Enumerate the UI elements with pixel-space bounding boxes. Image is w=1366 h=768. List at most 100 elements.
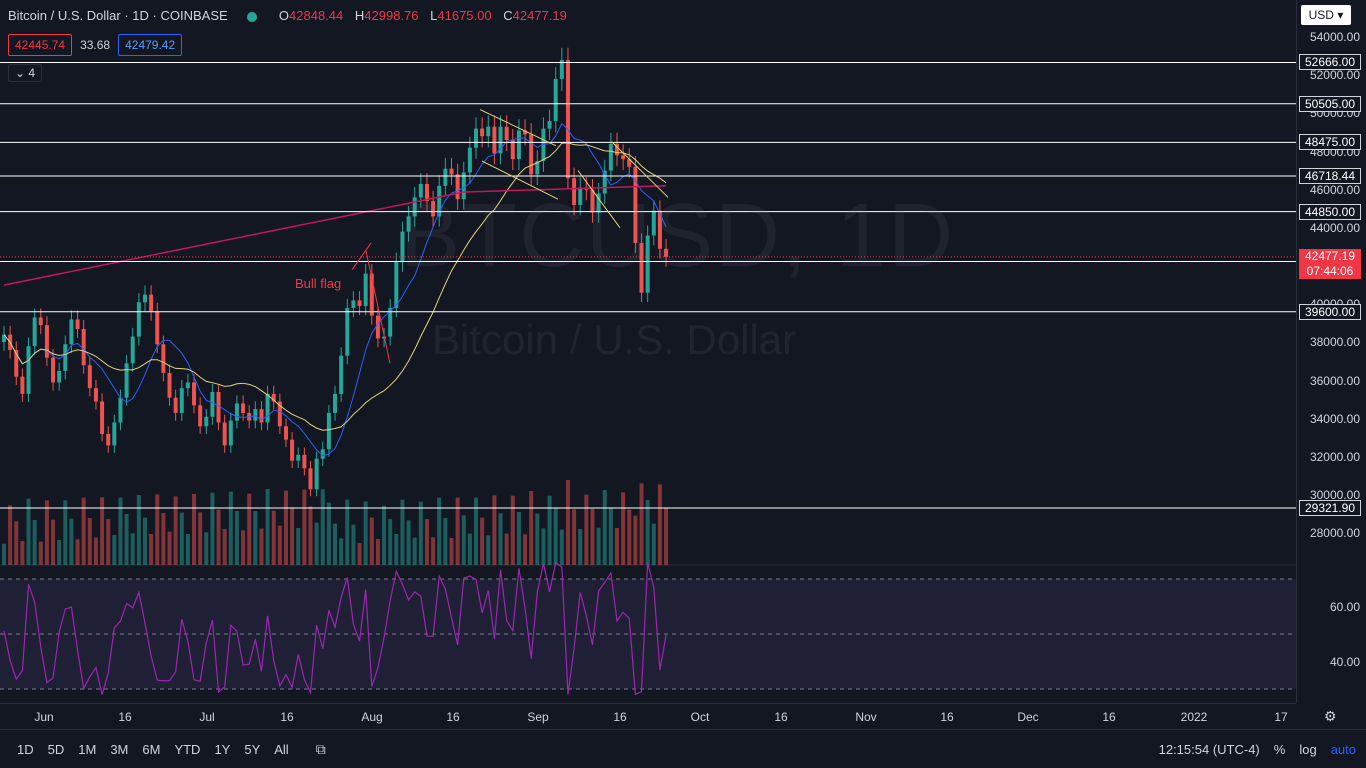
symbol-name[interactable]: Bitcoin / U.S. Dollar: [8, 8, 121, 23]
level-price-tag[interactable]: 52666.00: [1299, 54, 1361, 71]
current-price-tag[interactable]: 42477.19 07:44:06: [1299, 248, 1361, 279]
time-label: Jul: [199, 710, 215, 724]
volume-bar: [118, 497, 123, 565]
level-price-tag[interactable]: 48475.00: [1299, 134, 1361, 151]
price-scale[interactable]: USD ▾ 54000.00 52000.00 50000.00 48000.00 46…: [1296, 0, 1366, 703]
volume-bar: [608, 507, 613, 565]
candle-body: [474, 128, 479, 148]
level-price-tag[interactable]: 44850.00: [1299, 203, 1361, 220]
price-tick: 52000.00: [1309, 68, 1360, 83]
clock-timezone[interactable]: 12:15:54 (UTC-4): [1158, 742, 1260, 757]
volume-bar: [633, 515, 638, 565]
symbol-legend[interactable]: Bitcoin / U.S. Dollar · 1D · COINBASE O4…: [8, 8, 567, 23]
range-button-5d[interactable]: 5D: [47, 741, 65, 757]
candle-body: [161, 344, 166, 373]
candle-body: [486, 126, 491, 137]
candle-body: [290, 439, 295, 461]
candle-body: [388, 307, 393, 337]
range-button-1y[interactable]: 1Y: [214, 741, 231, 757]
wedge-line-2: [611, 141, 669, 198]
volume-bar: [498, 513, 503, 565]
price-chart-svg[interactable]: [0, 0, 1296, 703]
time-axis[interactable]: Jun 16 Jul 16 Aug 16 Sep 16 Oct 16 Nov 16 Dec 16 2022 1…: [0, 703, 1337, 729]
chart-area[interactable]: BTCUSD, 1D Bitcoin / U.S. Dollar Bull fl…: [0, 0, 1296, 703]
candle-body: [339, 355, 344, 394]
goto-date-icon[interactable]: ⧉: [315, 740, 326, 757]
description-watermark: Bitcoin / U.S. Dollar: [432, 316, 797, 363]
volume-bar: [412, 537, 417, 565]
indicators-collapse-button[interactable]: ⌄ 4: [8, 64, 43, 82]
ask-price[interactable]: 42479.42: [118, 34, 183, 56]
volume-bar: [467, 533, 472, 565]
bid-ask-row: 42445.74 33.68 42479.42: [8, 34, 183, 56]
bid-price[interactable]: 42445.74: [8, 34, 73, 56]
currency-button[interactable]: USD ▾: [1301, 5, 1351, 25]
volume-bar: [210, 492, 215, 565]
interval-label[interactable]: 1D: [132, 8, 149, 23]
candle-body: [406, 216, 411, 232]
volume-bar: [664, 507, 669, 565]
symbol-watermark: BTCUSD, 1D: [400, 186, 956, 286]
candle-body: [81, 328, 86, 366]
range-button-6m[interactable]: 6M: [142, 741, 161, 757]
time-label: Nov: [855, 710, 877, 724]
candle-body: [535, 161, 540, 175]
candle-body: [155, 311, 160, 345]
range-button-ytd[interactable]: YTD: [174, 741, 201, 757]
percent-toggle[interactable]: %: [1273, 742, 1286, 757]
candle-body: [657, 210, 662, 249]
log-toggle[interactable]: log: [1299, 742, 1317, 757]
volume-bar: [57, 540, 62, 565]
volume-bar: [523, 534, 528, 565]
volume-bar: [14, 521, 19, 565]
bull-flag-annotation[interactable]: Bull flag: [295, 276, 342, 291]
candle-body: [369, 273, 374, 316]
volume-bar: [253, 511, 258, 565]
volume-bar: [179, 512, 184, 565]
candle-body: [639, 243, 644, 293]
level-price-tag[interactable]: 50505.00: [1299, 95, 1361, 112]
candle-body: [185, 382, 190, 389]
level-price-tag[interactable]: 39600.00: [1299, 303, 1361, 320]
candle-body: [222, 422, 227, 446]
candle-body: [296, 454, 301, 461]
volume-bar: [461, 515, 466, 565]
level-price-tag[interactable]: 46718.44: [1299, 167, 1361, 184]
level-price-tag[interactable]: 29321.90: [1299, 499, 1361, 516]
volume-bar: [326, 502, 331, 565]
volume-bar: [449, 538, 454, 565]
volume-bar: [596, 527, 601, 565]
candle-body: [418, 183, 423, 198]
volume-bar: [198, 512, 203, 565]
range-button-1d[interactable]: 1D: [17, 741, 34, 757]
volume-bar: [559, 529, 564, 565]
candle-body: [75, 319, 80, 329]
volume-bar: [216, 509, 221, 565]
auto-scale-toggle[interactable]: auto: [1330, 742, 1356, 757]
volume-bar: [112, 535, 117, 565]
candle-body: [664, 248, 669, 257]
time-label: 16: [774, 710, 788, 724]
volume-bar: [185, 534, 190, 565]
candle-body: [124, 363, 129, 398]
candle-body: [455, 174, 460, 200]
ohlc-high: H42998.76: [354, 8, 419, 23]
ohlc-low: L41675.00: [430, 8, 492, 23]
range-button-3m[interactable]: 3M: [110, 741, 129, 757]
range-button-1m[interactable]: 1M: [78, 741, 97, 757]
volume-bar: [69, 518, 74, 565]
candle-body: [149, 294, 154, 312]
range-button-5y[interactable]: 5Y: [244, 741, 261, 757]
volume-bar: [382, 505, 387, 565]
price-tick: 36000.00: [1309, 373, 1360, 388]
candle-body: [645, 235, 650, 293]
volume-bar: [418, 501, 423, 565]
volume-bar: [443, 518, 448, 565]
volume-bar: [228, 491, 233, 565]
time-label: Jun: [34, 710, 54, 724]
range-button-all[interactable]: All: [274, 741, 289, 757]
gear-icon[interactable]: ⚙: [1324, 708, 1337, 724]
rsi-tick: 40.00: [1329, 654, 1360, 669]
volume-bar: [578, 529, 583, 565]
candle-body: [118, 397, 123, 423]
